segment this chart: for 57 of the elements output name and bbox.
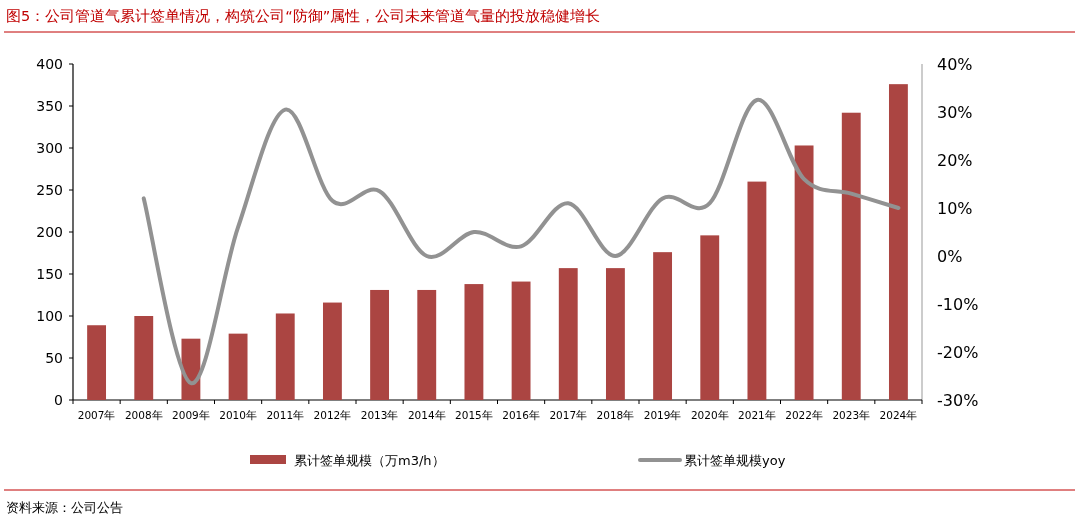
y-tick-label: 250 <box>36 182 63 198</box>
bar <box>417 289 437 400</box>
bar <box>605 268 625 400</box>
bar <box>370 289 390 400</box>
bar <box>228 333 248 400</box>
y2-tick-label: 10% <box>937 199 973 218</box>
x-tick-label: 2023年 <box>832 409 871 421</box>
legend-label: 累计签单规模yoy <box>684 453 786 468</box>
bar <box>511 281 531 400</box>
chart-title: 图5：公司管道气累计签单情况，构筑公司“防御”属性，公司未来管道气量的投放稳健增长 <box>6 8 601 24</box>
x-tick-label: 2021年 <box>738 409 776 421</box>
x-tick-label: 2015年 <box>455 409 493 421</box>
x-tick-label: 2017年 <box>549 409 588 421</box>
y2-tick-label: -10% <box>937 295 979 314</box>
x-tick-label: 2024年 <box>879 409 918 421</box>
x-tick-label: 2019年 <box>643 409 682 421</box>
bar <box>275 313 295 400</box>
bar <box>87 325 107 400</box>
bar <box>888 84 908 400</box>
legend-label: 累计签单规模（万m3/h） <box>294 453 445 468</box>
x-tick-label: 2014年 <box>407 409 446 421</box>
bar <box>653 252 673 400</box>
bar <box>322 302 342 400</box>
y-tick-label: 0 <box>54 392 63 408</box>
bar <box>464 284 484 400</box>
bar <box>700 235 720 400</box>
y-tick-label: 50 <box>45 350 63 366</box>
x-tick-label: 2018年 <box>596 409 635 421</box>
y2-tick-label: -20% <box>937 343 979 362</box>
x-tick-label: 2020年 <box>690 409 729 421</box>
y-tick-label: 150 <box>36 266 63 282</box>
x-tick-label: 2011年 <box>266 409 305 421</box>
y-tick-label: 100 <box>36 308 63 324</box>
y-tick-label: 350 <box>36 98 63 114</box>
x-tick-label: 2009年 <box>172 409 210 421</box>
bar <box>747 181 767 400</box>
y2-tick-label: -30% <box>937 391 979 410</box>
bar <box>794 145 814 400</box>
bar <box>841 112 861 400</box>
x-tick-label: 2007年 <box>77 409 116 421</box>
y2-tick-label: 0% <box>937 247 963 266</box>
y-tick-label: 400 <box>36 56 63 72</box>
y2-tick-label: 40% <box>937 55 973 74</box>
bar <box>134 316 154 400</box>
x-tick-label: 2022年 <box>785 409 823 421</box>
y-tick-label: 300 <box>36 140 63 156</box>
y2-tick-label: 20% <box>937 151 973 170</box>
x-tick-label: 2012年 <box>313 409 352 421</box>
text: 资料来源：公司公告 <box>6 500 123 515</box>
y2-tick-label: 30% <box>937 103 973 122</box>
y-tick-label: 200 <box>36 224 63 240</box>
x-tick-label: 2010年 <box>219 409 257 421</box>
x-tick-label: 2008年 <box>124 409 163 421</box>
bar <box>558 268 578 400</box>
line-series <box>141 98 901 386</box>
x-tick-label: 2016年 <box>502 409 540 421</box>
x-tick-label: 2013年 <box>360 409 399 421</box>
